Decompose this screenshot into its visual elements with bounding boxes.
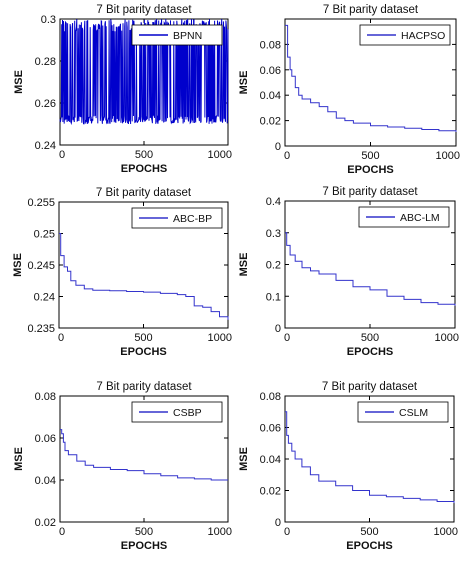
- y-axis-label: MSE: [13, 70, 25, 94]
- legend-box: [131, 207, 223, 229]
- chart-panel-hacpso: 0 500 1000 0 0.02 0.04 0.06 0.08 HACPSO 7 Bit par…: [238, 4, 460, 176]
- legend: BPNN: [131, 24, 223, 46]
- x-tick-label: 0: [59, 149, 65, 161]
- y-tick-label: 0: [275, 141, 281, 153]
- y-tick-label: 0.06: [35, 433, 56, 445]
- x-axis-label: EPOCHS: [346, 540, 392, 552]
- x-axis-label: EPOCHS: [347, 346, 393, 358]
- y-tick-label: 0.3: [41, 14, 56, 26]
- y-tick-label: 0.08: [260, 39, 281, 51]
- legend-label: BPNN: [173, 30, 202, 42]
- chart-title: 7 Bit parity dataset: [96, 4, 192, 16]
- x-tick-label: 500: [361, 150, 379, 162]
- y-tick-label: 0.06: [260, 65, 281, 77]
- x-tick-label: 500: [361, 332, 379, 344]
- legend: ABC-BP: [131, 207, 223, 229]
- y-tick-label: 0.02: [260, 486, 281, 498]
- y-axis-label: MSE: [238, 71, 250, 95]
- legend-box: [357, 401, 449, 423]
- y-tick-label: 0.1: [266, 291, 281, 303]
- y-tick-label: 0.245: [27, 260, 55, 272]
- y-tick-label: 0.255: [27, 197, 55, 209]
- x-axis-label: EPOCHS: [121, 163, 167, 175]
- x-tick-label: 1000: [435, 332, 459, 344]
- y-tick-label: 0.08: [260, 391, 281, 403]
- y-tick-label: 0.24: [34, 292, 55, 304]
- x-tick-label: 1000: [434, 526, 458, 538]
- x-tick-label: 1000: [436, 150, 460, 162]
- legend-box: [358, 206, 450, 228]
- series-line-csbp: [60, 429, 228, 481]
- y-tick-label: 0: [275, 323, 281, 335]
- series-line-bpnn: [59, 18, 229, 126]
- x-tick-label: 0: [58, 332, 64, 344]
- series-line-abc-bp: [59, 233, 229, 320]
- x-tick-label: 1000: [208, 526, 232, 538]
- y-tick-label: 0.04: [260, 454, 281, 466]
- y-tick-label: 0.08: [35, 391, 56, 403]
- y-axis-label: MSE: [13, 447, 25, 471]
- chart-title: 7 Bit parity dataset: [96, 381, 192, 393]
- chart-title: 7 Bit parity dataset: [96, 187, 192, 199]
- y-tick-label: 0: [275, 517, 281, 529]
- x-axis-label: EPOCHS: [120, 346, 166, 358]
- legend-box: [131, 401, 223, 423]
- x-tick-label: 500: [135, 526, 153, 538]
- x-tick-label: 0: [284, 526, 290, 538]
- y-tick-label: 0.04: [35, 475, 56, 487]
- y-axis-label: MSE: [238, 447, 250, 471]
- x-axis-label: EPOCHS: [121, 540, 167, 552]
- x-tick-label: 500: [135, 149, 153, 161]
- legend-label: ABC-LM: [400, 212, 440, 224]
- chart-title: 7 Bit parity dataset: [322, 381, 418, 393]
- y-tick-label: 0.4: [266, 196, 281, 208]
- y-tick-label: 0.24: [35, 140, 56, 152]
- y-tick-label: 0.28: [35, 56, 56, 68]
- chart-panel-cslm: 0 500 1000 0 0.02 0.04 0.06 0.08 CSLM 7 Bit parit…: [238, 381, 458, 552]
- chart-title: 7 Bit parity dataset: [323, 4, 419, 16]
- y-tick-label: 0.06: [260, 423, 281, 435]
- y-tick-label: 0.04: [260, 90, 281, 102]
- chart-panel-csbp: 0 500 1000 0.02 0.04 0.06 0.08 CSBP 7 Bit parity…: [13, 381, 232, 552]
- legend-label: HACPSO: [401, 30, 445, 42]
- y-tick-label: 0.25: [34, 229, 55, 241]
- y-tick-label: 0.02: [260, 116, 281, 128]
- y-tick-label: 0.235: [27, 323, 55, 335]
- y-tick-label: 0.26: [35, 98, 56, 110]
- chart-title: 7 Bit parity dataset: [322, 186, 418, 198]
- legend: CSBP: [131, 401, 223, 423]
- x-tick-label: 0: [59, 526, 65, 538]
- x-tick-label: 0: [284, 150, 290, 162]
- series-line-hacpso: [285, 24, 457, 132]
- legend-box: [131, 24, 223, 46]
- chart-panel-abc-lm: 0 500 1000 0 0.1 0.2 0.3 0.4 ABC-LM 7 Bit parity …: [238, 186, 459, 358]
- legend: ABC-LM: [358, 206, 450, 228]
- y-tick-label: 0.3: [266, 228, 281, 240]
- x-tick-label: 500: [134, 332, 152, 344]
- y-axis-label: MSE: [238, 253, 250, 277]
- legend: HACPSO: [359, 24, 451, 46]
- chart-panel-bpnn: 0 500 1000 0.24 0.26 0.28 0.3 BPNN 7 Bit parity …: [13, 4, 232, 175]
- x-tick-label: 500: [360, 526, 378, 538]
- legend-label: CSBP: [173, 407, 202, 419]
- y-tick-label: 0.02: [35, 517, 56, 529]
- x-tick-label: 1000: [208, 149, 232, 161]
- series-line-cslm: [285, 411, 455, 504]
- legend-box: [359, 24, 451, 46]
- x-tick-label: 0: [284, 332, 290, 344]
- y-axis-label: MSE: [12, 253, 24, 277]
- legend-label: CSLM: [399, 407, 428, 419]
- x-axis-label: EPOCHS: [347, 164, 393, 176]
- legend-label: ABC-BP: [173, 213, 212, 225]
- y-tick-label: 0.2: [266, 260, 281, 272]
- series-line-abc-lm: [285, 232, 456, 306]
- x-tick-label: 1000: [208, 332, 232, 344]
- chart-panel-abc-bp: 0 500 1000 0.235 0.24 0.245 0.25 0.255 ABC-BP 7 B…: [12, 187, 232, 358]
- legend: CSLM: [357, 401, 449, 423]
